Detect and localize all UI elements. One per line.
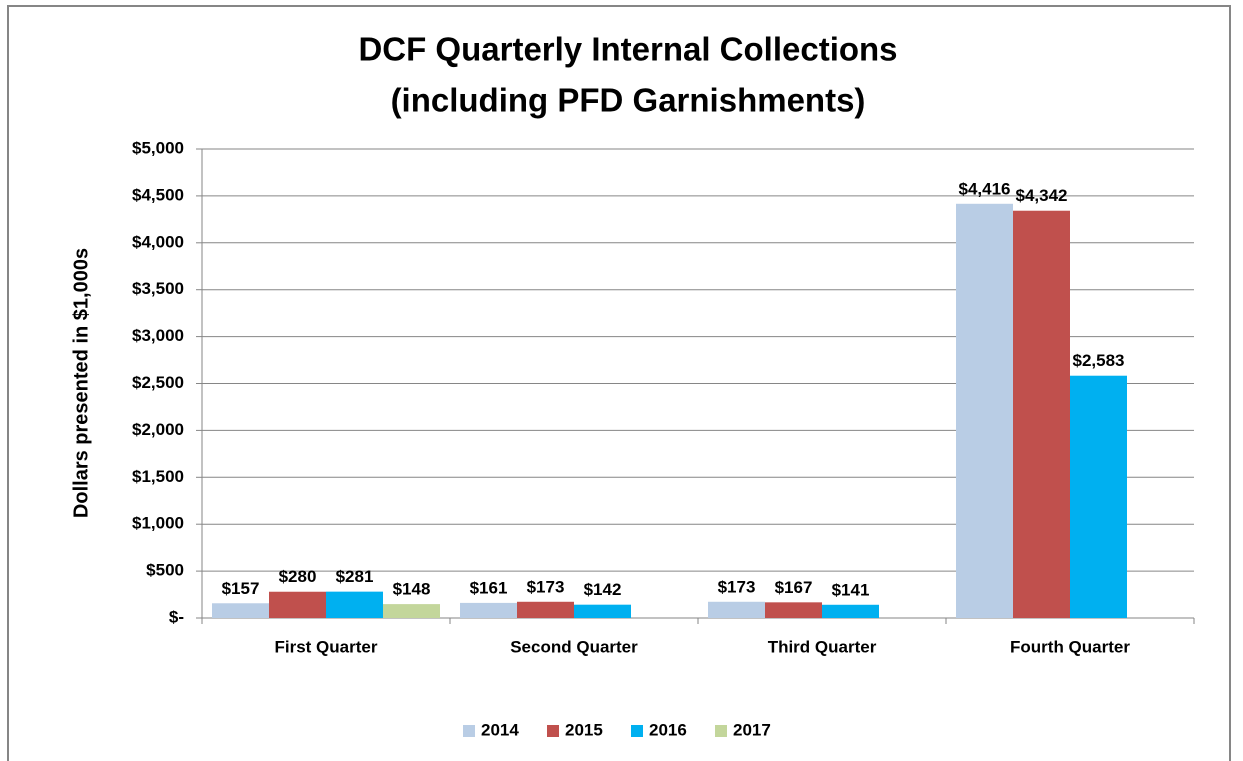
chart-subtitle: (including PFD Garnishments) bbox=[391, 82, 866, 119]
bar bbox=[517, 601, 574, 618]
y-tick-label: $4,000 bbox=[132, 232, 184, 251]
bar bbox=[383, 604, 440, 618]
bar bbox=[1013, 210, 1070, 618]
y-tick-label: $1,000 bbox=[132, 514, 184, 533]
y-tick-label: $3,500 bbox=[132, 279, 184, 298]
x-tick-label: Third Quarter bbox=[768, 637, 877, 656]
data-label: $2,583 bbox=[1073, 351, 1125, 370]
legend-swatch bbox=[547, 725, 559, 737]
data-label: $161 bbox=[470, 578, 508, 597]
bar bbox=[708, 601, 765, 618]
data-label: $141 bbox=[832, 580, 870, 599]
y-axis-label: Dollars presented in $1,000s bbox=[70, 248, 92, 518]
y-tick-label: $1,500 bbox=[132, 467, 184, 486]
y-tick-label: $2,000 bbox=[132, 420, 184, 439]
bar bbox=[326, 591, 383, 618]
bar bbox=[212, 603, 269, 618]
legend-label: 2014 bbox=[481, 720, 519, 739]
bar bbox=[460, 602, 517, 618]
data-label: $4,342 bbox=[1016, 186, 1068, 205]
x-tick-label: First Quarter bbox=[275, 637, 378, 656]
bar bbox=[1070, 375, 1127, 618]
data-label: $281 bbox=[336, 567, 374, 586]
x-tick-label: Fourth Quarter bbox=[1010, 637, 1130, 656]
legend-swatch bbox=[631, 725, 643, 737]
data-label: $157 bbox=[222, 579, 260, 598]
y-tick-label: $- bbox=[169, 607, 184, 626]
y-tick-label: $3,000 bbox=[132, 326, 184, 345]
data-label: $173 bbox=[718, 577, 756, 596]
bar bbox=[765, 602, 822, 618]
bar bbox=[574, 604, 631, 618]
bar bbox=[956, 203, 1013, 618]
legend-label: 2015 bbox=[565, 720, 603, 739]
x-tick-label: Second Quarter bbox=[510, 637, 638, 656]
y-tick-label: $4,500 bbox=[132, 185, 184, 204]
y-tick-label: $2,500 bbox=[132, 373, 184, 392]
y-tick-label: $5,000 bbox=[132, 138, 184, 157]
chart-title: DCF Quarterly Internal Collections bbox=[358, 31, 897, 68]
y-tick-label: $500 bbox=[146, 561, 184, 580]
bar bbox=[822, 604, 879, 618]
data-label: $142 bbox=[584, 580, 622, 599]
data-label: $4,416 bbox=[959, 179, 1011, 198]
legend-label: 2016 bbox=[649, 720, 687, 739]
legend-label: 2017 bbox=[733, 720, 771, 739]
bar bbox=[269, 591, 326, 618]
legend-swatch bbox=[463, 725, 475, 737]
data-label: $167 bbox=[775, 578, 813, 597]
data-label: $173 bbox=[527, 577, 565, 596]
data-label: $280 bbox=[279, 567, 317, 586]
data-label: $148 bbox=[393, 580, 431, 599]
legend-swatch bbox=[715, 725, 727, 737]
